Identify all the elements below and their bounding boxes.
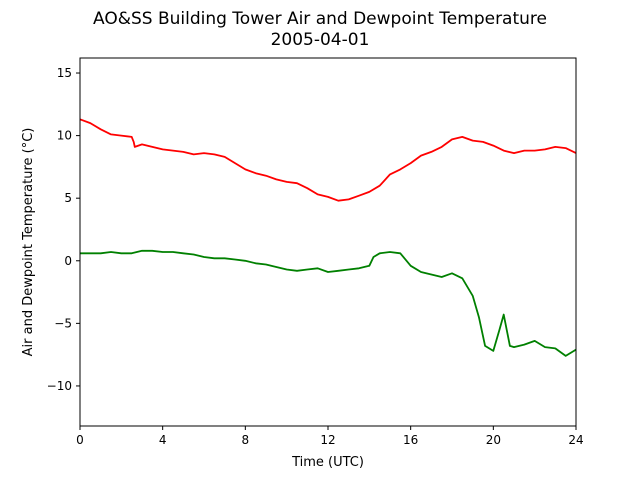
chart-title: AO&SS Building Tower Air and Dewpoint Te… (93, 9, 547, 29)
y-tick-label: 10 (57, 129, 72, 143)
x-tick-label: 0 (76, 433, 84, 447)
x-tick-label: 12 (320, 433, 335, 447)
y-tick-label: 5 (64, 191, 72, 205)
air-temperature-line (79, 118, 577, 202)
y-tick-label: 0 (64, 254, 72, 268)
y-axis-label: Air and Dewpoint Temperature (°C) (21, 128, 36, 357)
x-tick-label: 24 (568, 433, 583, 447)
x-tick-label: 4 (159, 433, 167, 447)
y-tick-label: −5 (54, 316, 72, 330)
x-tick-label: 8 (242, 433, 250, 447)
x-tick-label: 20 (486, 433, 501, 447)
y-tick-label: −10 (47, 379, 72, 393)
x-axis-label: Time (UTC) (291, 455, 364, 470)
ticks-layer: 0 4 8 12 16 20 24 −10 −5 0 5 10 15 (47, 66, 584, 447)
x-tick-label: 16 (403, 433, 418, 447)
y-tick-label: 15 (57, 66, 72, 80)
dewpoint-temperature-line (80, 249, 577, 357)
series-layer (79, 118, 577, 357)
chart-subtitle: 2005-04-01 (271, 30, 370, 50)
plot-frame (79, 57, 577, 427)
